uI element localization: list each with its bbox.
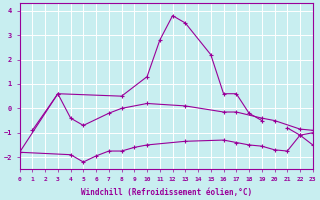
X-axis label: Windchill (Refroidissement éolien,°C): Windchill (Refroidissement éolien,°C)	[81, 188, 252, 197]
